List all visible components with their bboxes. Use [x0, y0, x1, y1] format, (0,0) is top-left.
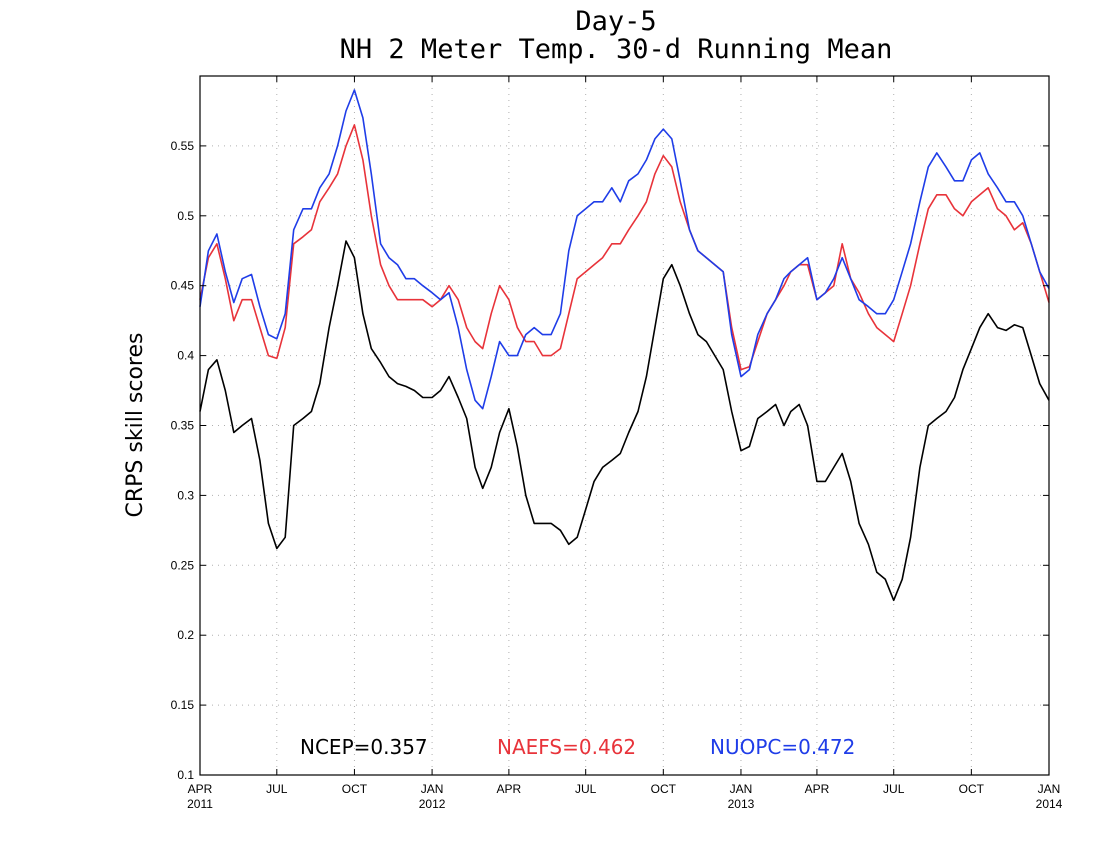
series-group: [199, 89, 1050, 602]
chart-subtitle: NH 2 Meter Temp. 30-d Running Mean: [340, 34, 893, 65]
legend-nuopc: NUOPC=0.472: [710, 735, 855, 759]
plot-frame: [199, 75, 1050, 776]
x-tick-label: JUL: [266, 782, 288, 796]
x-tick-label: JUL: [575, 782, 597, 796]
y-axis: 0.1 0.15 0.2 0.25 0.3 0.35 0.4 0.45 0.5 0.55: [171, 139, 1049, 782]
y-tick-label: 0.2: [177, 628, 194, 642]
y-tick-label: 0.25: [171, 558, 195, 572]
x-tick-label: JAN: [1038, 782, 1061, 796]
x-tick-year-label: 2014: [1036, 797, 1063, 811]
series-line-ncep: [199, 240, 1050, 602]
y-tick-label: 0.15: [171, 698, 195, 712]
legend-naefs: NAEFS=0.462: [497, 735, 636, 759]
grid-lines: [200, 76, 1049, 775]
x-tick-label: APR: [497, 782, 522, 796]
series-line-naefs: [199, 124, 1050, 371]
x-tick-year-label: 2011: [187, 797, 213, 811]
series-line-nuopc: [199, 89, 1050, 410]
y-tick-label: 0.35: [171, 419, 195, 433]
x-tick-label: OCT: [342, 782, 368, 796]
y-tick-label: 0.55: [171, 139, 195, 153]
x-tick-label: JUL: [883, 782, 905, 796]
legend-ncep: NCEP=0.357: [300, 735, 428, 759]
y-tick-label: 0.45: [171, 279, 195, 293]
y-tick-label: 0.3: [177, 488, 194, 502]
x-tick-label: APR: [188, 782, 213, 796]
x-tick-label: JAN: [421, 782, 444, 796]
x-tick-label: JAN: [730, 782, 753, 796]
y-tick-label: 0.1: [177, 768, 194, 782]
x-tick-year-label: 2012: [419, 797, 446, 811]
x-tick-year-label: 2013: [728, 797, 755, 811]
x-tick-label: OCT: [651, 782, 677, 796]
x-tick-label: OCT: [959, 782, 985, 796]
y-tick-label: 0.4: [177, 349, 194, 363]
x-tick-label: APR: [805, 782, 830, 796]
chart-title: Day-5: [575, 6, 656, 37]
y-tick-label: 0.5: [177, 209, 194, 223]
y-axis-label: CRPS skill scores: [123, 333, 148, 518]
